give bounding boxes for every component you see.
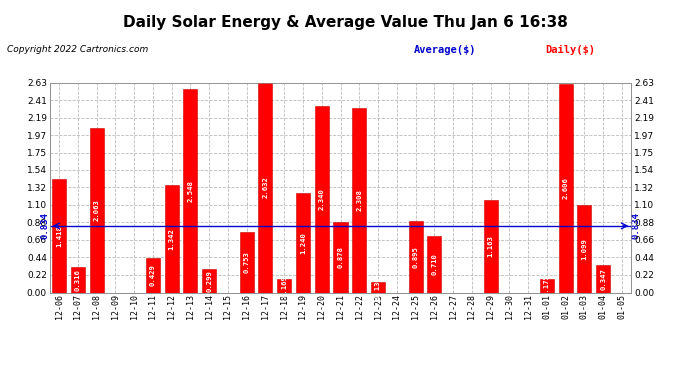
Text: 2.548: 2.548 xyxy=(188,180,193,202)
Text: 0.316: 0.316 xyxy=(75,269,81,291)
Bar xyxy=(333,222,348,292)
Text: 1.342: 1.342 xyxy=(168,228,175,250)
Bar xyxy=(427,236,442,292)
Bar xyxy=(146,258,160,292)
Bar xyxy=(596,265,610,292)
Text: 2.606: 2.606 xyxy=(562,177,569,200)
Text: 1.418: 1.418 xyxy=(56,225,62,247)
Text: 2.308: 2.308 xyxy=(356,189,362,211)
Text: Daily Solar Energy & Average Value Thu Jan 6 16:38: Daily Solar Energy & Average Value Thu J… xyxy=(123,15,567,30)
Text: Copyright 2022 Cartronics.com: Copyright 2022 Cartronics.com xyxy=(7,45,148,54)
Bar xyxy=(371,282,385,292)
Text: 0.130: 0.130 xyxy=(375,276,381,298)
Text: 0.878: 0.878 xyxy=(337,246,344,268)
Text: 0.895: 0.895 xyxy=(413,246,419,268)
Text: Daily($): Daily($) xyxy=(545,45,595,55)
Text: 0.834: 0.834 xyxy=(41,213,50,239)
Bar xyxy=(165,185,179,292)
Bar xyxy=(277,279,291,292)
Text: 2.340: 2.340 xyxy=(319,188,325,210)
Bar xyxy=(352,108,366,292)
Bar xyxy=(559,84,573,292)
Bar xyxy=(315,106,329,292)
Bar xyxy=(578,205,591,292)
Bar xyxy=(52,179,66,292)
Text: 0.169: 0.169 xyxy=(282,275,287,297)
Bar xyxy=(296,194,310,292)
Text: Average($): Average($) xyxy=(414,45,477,55)
Bar xyxy=(484,200,497,292)
Text: 1.099: 1.099 xyxy=(582,238,587,260)
Text: 1.163: 1.163 xyxy=(488,235,493,257)
Bar xyxy=(71,267,85,292)
Bar xyxy=(259,82,273,292)
Text: 0.347: 0.347 xyxy=(600,268,607,290)
Text: 2.632: 2.632 xyxy=(262,177,268,198)
Text: 2.063: 2.063 xyxy=(94,199,99,221)
Text: 0.710: 0.710 xyxy=(431,253,437,275)
Text: 0.834: 0.834 xyxy=(631,213,640,239)
Bar xyxy=(202,268,216,292)
Text: 0.175: 0.175 xyxy=(544,274,550,297)
Bar xyxy=(90,128,104,292)
Text: 0.753: 0.753 xyxy=(244,252,250,273)
Bar xyxy=(408,221,422,292)
Bar xyxy=(239,232,254,292)
Text: 1.240: 1.240 xyxy=(300,232,306,254)
Bar xyxy=(540,279,554,292)
Bar xyxy=(184,89,197,292)
Text: 0.429: 0.429 xyxy=(150,264,156,286)
Text: 0.299: 0.299 xyxy=(206,270,212,291)
